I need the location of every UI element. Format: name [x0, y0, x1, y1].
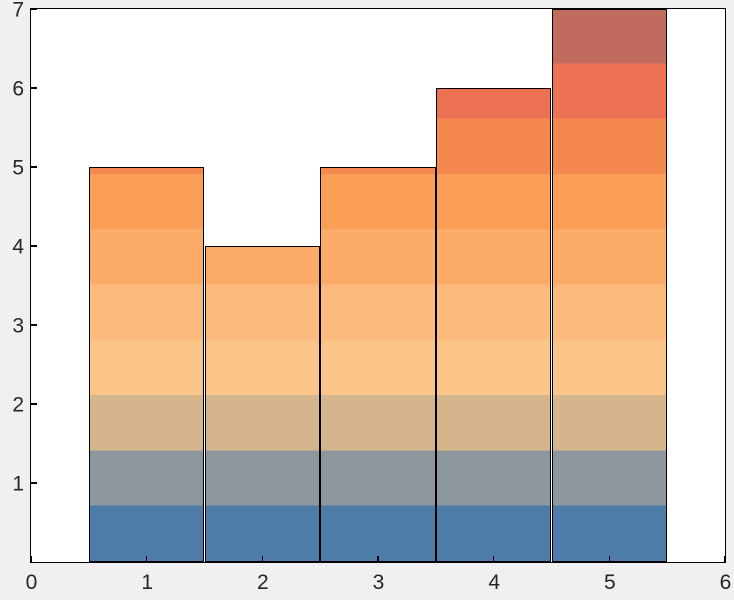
- x-tick-mark: [724, 556, 726, 562]
- bar: [320, 167, 436, 562]
- y-tick-mark: [31, 324, 37, 326]
- x-tick-label: 4: [488, 571, 500, 594]
- x-tick-label: 0: [25, 571, 38, 594]
- y-tick-mark: [31, 403, 37, 405]
- y-tick-mark: [31, 87, 37, 89]
- x-tick-label: 1: [141, 571, 153, 594]
- x-tick-label: 5: [603, 571, 616, 594]
- y-tick-mark: [31, 166, 37, 168]
- y-tick-label: 4: [12, 235, 24, 258]
- y-tick-label: 6: [12, 77, 24, 100]
- x-tick-mark: [377, 556, 379, 562]
- bar: [435, 88, 552, 562]
- bar: [551, 9, 668, 562]
- x-tick-mark: [30, 556, 32, 562]
- x-tick-label: 2: [256, 571, 269, 594]
- y-tick-label: 3: [12, 314, 24, 337]
- y-tick-label: 7: [12, 0, 24, 21]
- x-tick-mark: [261, 556, 264, 562]
- x-tick-mark: [492, 556, 495, 562]
- x-tick-mark: [608, 556, 611, 562]
- x-tick-label: 3: [372, 571, 385, 594]
- bar: [204, 246, 321, 562]
- plot-area: [30, 8, 726, 563]
- y-tick-mark: [31, 245, 37, 247]
- y-tick-mark: [31, 482, 37, 484]
- y-tick-label: 5: [12, 156, 24, 179]
- y-tick-label: 1: [12, 472, 24, 495]
- bar: [88, 167, 205, 562]
- x-tick-mark: [145, 556, 148, 562]
- y-tick-label: 2: [12, 393, 24, 416]
- x-tick-label: 6: [719, 571, 732, 594]
- y-tick-mark: [31, 8, 37, 10]
